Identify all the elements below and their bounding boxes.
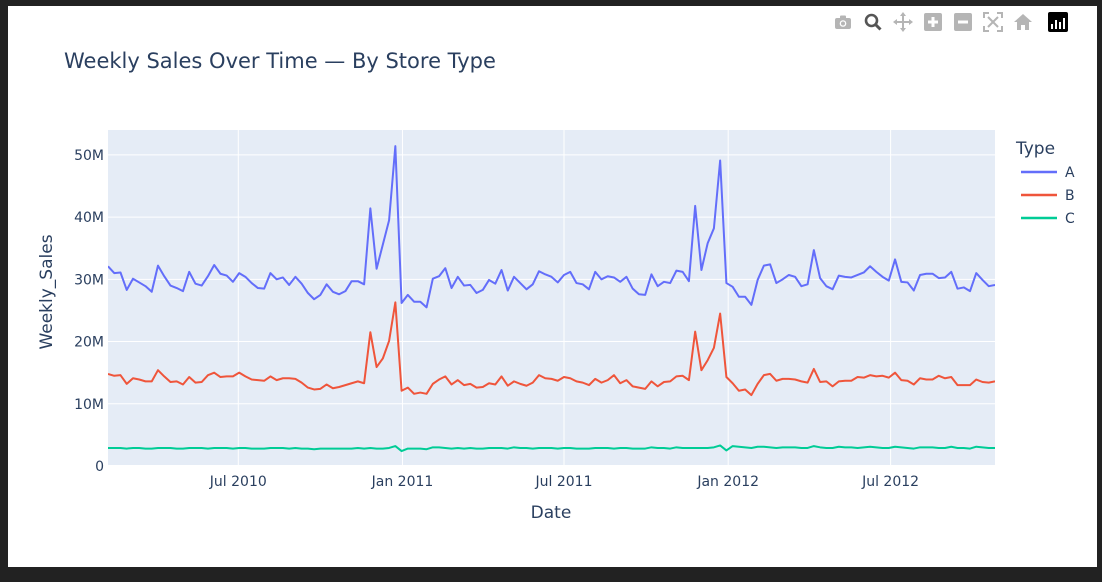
x-tick-label: Jul 2011 [535,474,593,490]
x-axis-label: Date [531,503,572,523]
y-tick-label: 50M [74,148,104,164]
x-tick-label: Jul 2010 [209,474,267,490]
x-tick-label: Jan 2011 [371,474,434,490]
y-axis-label: Weekly_Sales [37,234,57,349]
plot-area[interactable] [108,130,995,466]
x-tick-label: Jul 2012 [861,474,919,490]
x-axis-ticks: Jul 2010 Jan 2011 Jul 2011 Jan 2012 Jul 2012 [209,474,919,490]
legend-label-a[interactable]: A [1065,165,1075,181]
y-tick-label: 20M [74,335,104,351]
y-tick-label: 0 [95,459,104,475]
legend-label-c[interactable]: C [1065,211,1075,227]
legend-title: Type [1015,139,1055,159]
chart-frame: Weekly Sales Over Time — By Store Type 0… [8,6,1097,567]
chart-svg: Weekly Sales Over Time — By Store Type 0… [8,6,1097,567]
y-axis-ticks: 0 10M 20M 30M 40M 50M [74,148,104,475]
legend-label-b[interactable]: B [1065,188,1075,204]
legend: Type ABC [1015,139,1075,227]
y-tick-label: 10M [74,397,104,413]
chart-title: Weekly Sales Over Time — By Store Type [64,49,496,73]
y-tick-label: 30M [74,272,104,288]
x-tick-label: Jan 2012 [696,474,759,490]
y-tick-label: 40M [74,210,104,226]
